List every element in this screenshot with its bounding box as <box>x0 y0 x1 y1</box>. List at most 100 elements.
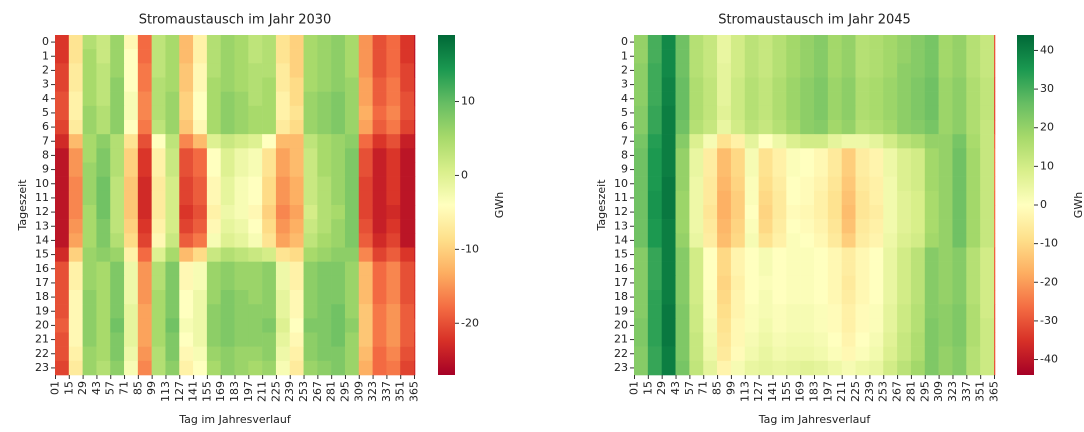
heatmap-cell <box>966 360 981 376</box>
heatmap-cell <box>855 176 870 192</box>
heatmap-cell <box>730 219 746 234</box>
heatmap-cell <box>897 49 912 64</box>
x-tick-label: 29 <box>76 381 89 395</box>
heatmap-cell <box>220 360 235 376</box>
heatmap-cell <box>96 318 111 333</box>
heatmap-cell <box>372 205 387 220</box>
heatmap-cell <box>344 205 360 220</box>
heatmap-cell <box>717 219 732 234</box>
heatmap-cell <box>55 219 70 234</box>
heatmap-cell <box>994 105 996 121</box>
heatmap-cell <box>675 290 690 305</box>
heatmap-cell <box>303 120 318 135</box>
heatmap-cell <box>980 346 995 362</box>
heatmap-cell <box>165 162 180 177</box>
heatmap-cell <box>151 219 166 234</box>
colorbar-tick-label: -20 <box>1040 275 1058 288</box>
heatmap-cell <box>841 91 856 107</box>
heatmap-cell <box>234 105 249 121</box>
heatmap-cell <box>980 233 995 248</box>
heatmap-cell <box>717 360 732 376</box>
heatmap-cell <box>400 49 415 64</box>
heatmap-cell <box>897 346 912 362</box>
heatmap-cell <box>414 134 416 149</box>
heatmap-cell <box>786 77 801 92</box>
heatmap-cell <box>661 91 676 107</box>
heatmap-cell <box>634 105 649 121</box>
heatmap-cell <box>717 63 732 78</box>
heatmap-cell <box>966 148 981 163</box>
heatmap-cell <box>966 190 981 206</box>
heatmap-cell <box>151 290 166 305</box>
heatmap-cell <box>883 304 898 319</box>
heatmap-cell <box>372 261 387 277</box>
heatmap-cell <box>220 205 235 220</box>
heatmap-cell <box>841 205 856 220</box>
heatmap-cell <box>869 190 884 206</box>
heatmap-cell <box>814 176 829 192</box>
y-tick-label: 6 <box>42 120 49 133</box>
heatmap-cell <box>855 205 870 220</box>
heatmap-cell <box>744 105 759 121</box>
heatmap-cell <box>661 247 676 262</box>
heatmap-cell <box>689 304 704 319</box>
heatmap-cell <box>55 332 70 347</box>
x-tick-label: 01 <box>48 381 61 395</box>
heatmap-cell <box>344 360 360 376</box>
heatmap-cell <box>897 190 912 206</box>
heatmap-cell <box>303 63 318 78</box>
heatmap-cell <box>414 233 416 248</box>
heatmap-cell <box>248 233 263 248</box>
heatmap-cell <box>994 261 996 277</box>
heatmap-cell <box>744 290 759 305</box>
heatmap-cell <box>358 233 373 248</box>
heatmap-cell <box>303 360 318 376</box>
colorbar-tick-label: -40 <box>1040 353 1058 366</box>
heatmap-cell <box>400 176 415 192</box>
heatmap-cell <box>675 304 690 319</box>
heatmap-cell <box>82 148 97 163</box>
heatmap-cell <box>994 290 996 305</box>
heatmap-cell <box>289 148 304 163</box>
heatmap-cell <box>331 176 346 192</box>
heatmap-cell <box>717 190 732 206</box>
heatmap-cell <box>827 332 842 347</box>
heatmap-cell <box>897 105 912 121</box>
heatmap-cell <box>414 148 416 163</box>
heatmap-cell <box>786 346 801 362</box>
heatmap-cell <box>193 134 208 149</box>
heatmap-cell <box>68 219 83 234</box>
heatmap-cell <box>110 176 125 192</box>
heatmap-cell <box>883 105 898 121</box>
heatmap-cell <box>952 290 967 305</box>
heatmap-cell <box>414 275 416 291</box>
heatmap-cell <box>647 148 662 163</box>
heatmap-cell <box>124 148 139 163</box>
heatmap-cell <box>193 63 208 78</box>
heatmap-cell <box>910 346 926 362</box>
heatmap-cell <box>414 176 416 192</box>
heatmap-cell <box>303 91 318 107</box>
heatmap-cell <box>275 233 291 248</box>
heatmap-cell <box>386 261 401 277</box>
heatmap-cell <box>744 162 759 177</box>
colorbar-tick-label: 30 <box>1040 82 1054 95</box>
heatmap-cell <box>924 162 939 177</box>
heatmap-cell <box>800 120 815 135</box>
heatmap-cell <box>55 49 70 64</box>
heatmap-cell <box>717 77 732 92</box>
heatmap-cell <box>758 190 773 206</box>
heatmap-cell <box>689 275 704 291</box>
heatmap-cell <box>661 162 676 177</box>
heatmap-cell <box>800 77 815 92</box>
heatmap-cell <box>96 346 111 362</box>
y-tick-label: 2 <box>621 63 628 76</box>
heatmap-cell <box>966 332 981 347</box>
heatmap-cell <box>730 162 746 177</box>
heatmap-cell <box>68 233 83 248</box>
heatmap-cell <box>772 205 787 220</box>
heatmap-cell <box>358 290 373 305</box>
heatmap-cell <box>193 190 208 206</box>
y-tick-label: 14 <box>614 233 628 246</box>
heatmap-cell <box>414 205 416 220</box>
